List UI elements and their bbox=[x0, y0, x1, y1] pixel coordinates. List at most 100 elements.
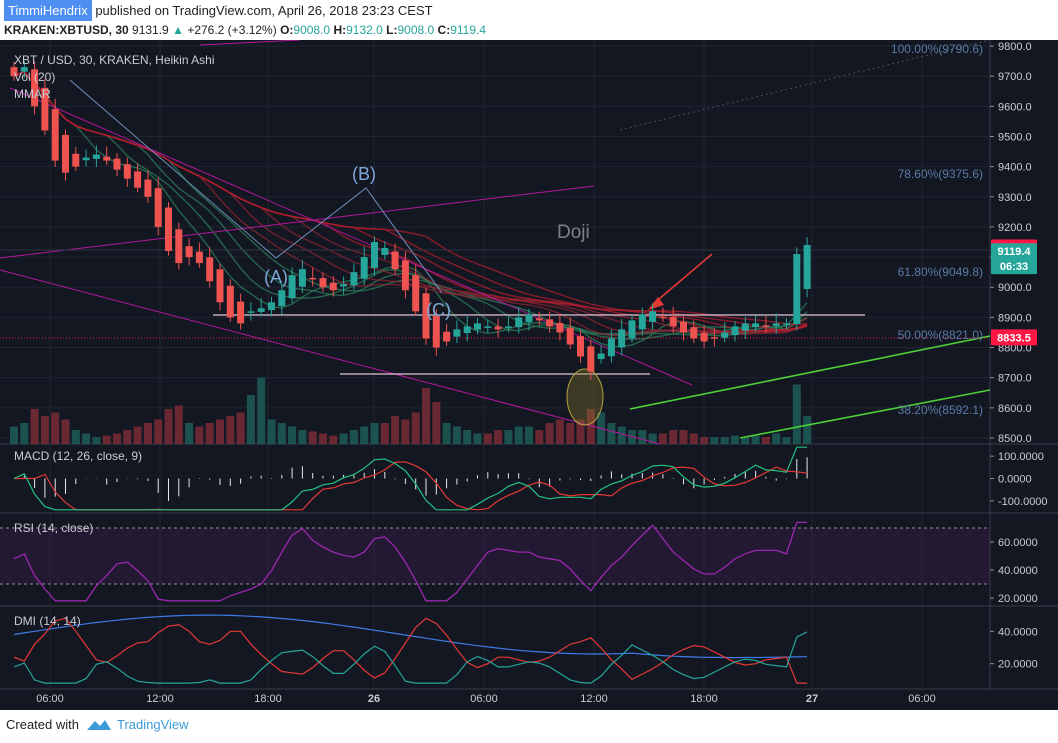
pane-tick-label: 60.0000 bbox=[998, 537, 1038, 549]
rsi-band bbox=[0, 528, 990, 584]
volume-bar bbox=[277, 423, 286, 444]
candle-body bbox=[762, 325, 770, 327]
volume-bar bbox=[792, 384, 801, 444]
volume-bar bbox=[195, 426, 204, 444]
pane-tick-label: 0.0000 bbox=[998, 474, 1032, 486]
candle-body bbox=[206, 257, 214, 282]
price-pane: 100.00%(9790.6) 78.60%(9375.6) 61.80%(9049… bbox=[0, 40, 991, 445]
volume-bar bbox=[741, 437, 750, 444]
volume-bar bbox=[720, 437, 729, 444]
volume-bar bbox=[432, 402, 441, 444]
volume-bar bbox=[288, 426, 297, 444]
candle-body bbox=[577, 336, 584, 357]
price-tick-label: 9200.0 bbox=[998, 222, 1032, 234]
volume-bar bbox=[401, 419, 410, 444]
candle-body bbox=[783, 323, 790, 325]
candle-body bbox=[772, 323, 780, 326]
volume-bar bbox=[586, 409, 595, 444]
axes: 8500.08600.08700.08800.08900.09000.09100… bbox=[36, 41, 1047, 705]
candle-body bbox=[10, 67, 18, 77]
change-value: +276.2 (+3.12%) bbox=[187, 23, 277, 37]
candle-body bbox=[226, 285, 234, 318]
volume-bar bbox=[61, 419, 70, 444]
volume-bar bbox=[607, 423, 616, 444]
volume-bar bbox=[782, 437, 791, 444]
volume-bar bbox=[174, 405, 183, 444]
footer: Created with TradingView bbox=[0, 710, 1058, 743]
tradingview-brand[interactable]: TradingView bbox=[117, 717, 189, 732]
candle-body bbox=[484, 326, 492, 328]
chart-background bbox=[0, 40, 1058, 710]
close-value: 9119.4 bbox=[450, 23, 487, 37]
fib-level-label: 38.20%(8592.1) bbox=[898, 403, 983, 417]
created-with-label: Created with bbox=[6, 717, 79, 732]
time-tick-label: 26 bbox=[368, 693, 380, 705]
pane-tick-label: 20.0000 bbox=[998, 659, 1038, 671]
volume-bar bbox=[329, 435, 338, 444]
volume-indicator-label: Vol (20) bbox=[14, 70, 55, 84]
volume-bar bbox=[442, 423, 451, 444]
volume-bar bbox=[164, 409, 173, 444]
volume-bar bbox=[71, 430, 80, 444]
dmi-plus-line bbox=[13, 631, 808, 684]
price-tick-label: 9700.0 bbox=[998, 71, 1032, 83]
candle-body bbox=[268, 302, 275, 311]
candle-body bbox=[144, 179, 152, 197]
price-tick-label: 9000.0 bbox=[998, 282, 1032, 294]
volume-bar bbox=[20, 423, 29, 444]
wave-label-a: (A) bbox=[264, 267, 288, 287]
pane-tick-label: 40.0000 bbox=[998, 565, 1038, 577]
price-tick-label: 9500.0 bbox=[998, 131, 1032, 143]
candle-body bbox=[165, 207, 172, 252]
candle-body bbox=[62, 134, 69, 173]
volume-bar bbox=[669, 430, 678, 444]
price-label-text: 9119.4 bbox=[997, 246, 1031, 258]
symbol-label: KRAKEN:XBTUSD, 30 bbox=[4, 23, 129, 37]
volume-bar bbox=[710, 437, 719, 444]
price-label-box bbox=[991, 243, 1037, 260]
trend-line bbox=[9, 87, 693, 386]
volume-bar bbox=[370, 423, 379, 444]
low-label: L: bbox=[386, 23, 398, 37]
volume-bar bbox=[617, 426, 626, 444]
fib-level-label: 78.60%(9375.6) bbox=[898, 167, 983, 181]
candle-body bbox=[680, 321, 687, 333]
candle-body bbox=[340, 284, 348, 287]
volume-bar bbox=[411, 412, 420, 444]
time-tick-label: 27 bbox=[806, 693, 818, 705]
fib-level-label: 100.00%(9790.6) bbox=[891, 42, 983, 56]
volume-bar bbox=[525, 426, 533, 444]
candle-body bbox=[381, 248, 389, 255]
candle-body bbox=[309, 277, 317, 280]
doji-label: Doji bbox=[557, 222, 590, 243]
trading-chart[interactable]: 100.00%(9790.6) 78.60%(9375.6) 61.80%(9049… bbox=[0, 40, 1058, 710]
volume-bar bbox=[319, 433, 327, 444]
candle-body bbox=[123, 164, 131, 179]
volume-bar bbox=[452, 426, 461, 444]
candle-body bbox=[412, 275, 420, 312]
volume-bar bbox=[391, 416, 400, 444]
candle-body bbox=[474, 323, 481, 330]
candle-body bbox=[628, 320, 636, 339]
volume-bar bbox=[339, 433, 348, 444]
volume-bar bbox=[40, 416, 49, 444]
candle-body bbox=[535, 318, 543, 321]
last-price: 9131.9 bbox=[132, 23, 169, 37]
volume-bar bbox=[216, 419, 224, 444]
volume-bar bbox=[483, 433, 492, 444]
candle-body bbox=[195, 251, 203, 264]
candle-body bbox=[360, 257, 368, 279]
volume-bar bbox=[349, 430, 358, 444]
candle-body bbox=[350, 272, 358, 286]
candle-body bbox=[700, 332, 708, 342]
time-tick-label: 12:00 bbox=[580, 693, 608, 705]
candle-body bbox=[31, 69, 39, 107]
candle-body bbox=[504, 326, 512, 328]
rsi-line bbox=[13, 521, 808, 602]
candle-body bbox=[793, 254, 801, 325]
candle-body bbox=[525, 314, 533, 323]
author-name[interactable]: TimmiHendrix bbox=[4, 0, 92, 21]
candle-body bbox=[185, 246, 193, 258]
wave-label-c: (C) bbox=[426, 300, 451, 320]
price-tick-label: 8900.0 bbox=[998, 312, 1032, 324]
